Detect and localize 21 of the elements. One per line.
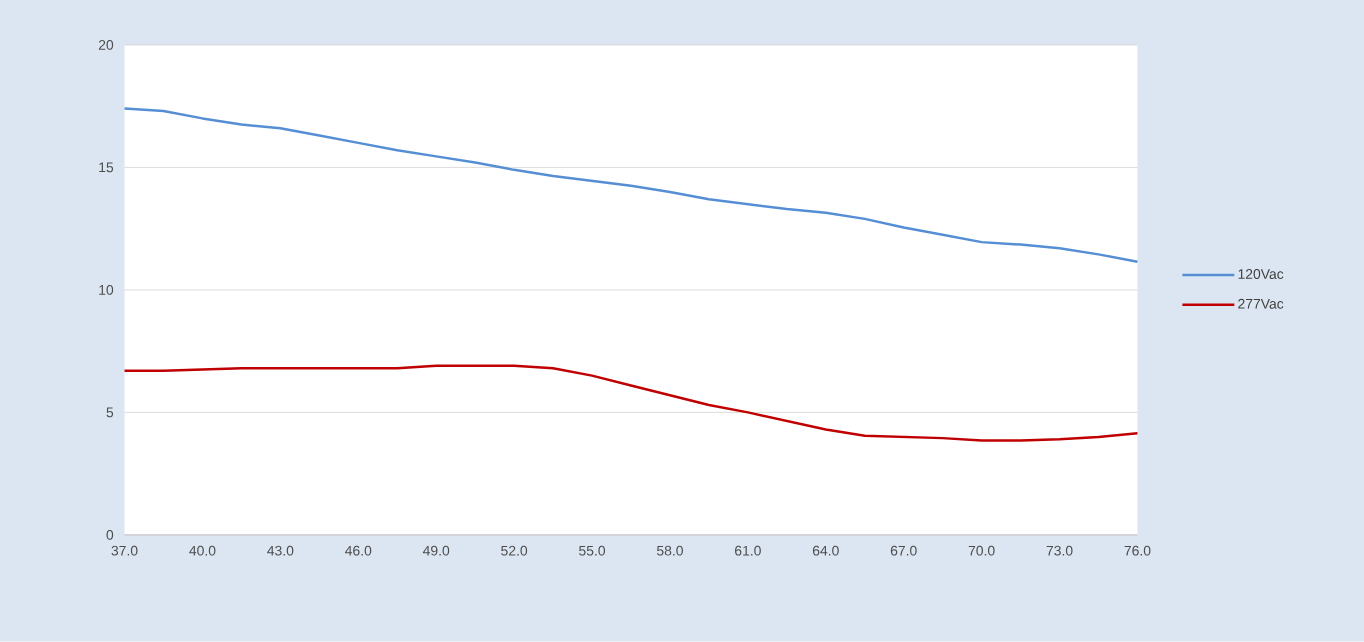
x-tick-label: 61.0 [735,545,761,556]
x-tick-label: 52.0 [501,545,528,556]
y-tick-label: 20 [98,40,114,50]
x-tick-label: 67.0 [890,545,917,556]
x-tick-label: 58.0 [656,545,683,556]
x-tick-label: 40.0 [189,545,216,556]
x-tick-label: 43.0 [267,545,294,556]
y-tick-label: 15 [99,162,114,173]
x-tick-label: 73.0 [1046,545,1073,556]
x-tick-label: 49.0 [422,545,450,556]
legend-label: 277Vac [1238,299,1284,309]
y-tick-label: 0 [106,530,114,540]
y-tick-label: 5 [106,407,114,418]
x-tick-label: 64.0 [812,545,839,556]
x-tick-label: 46.0 [345,545,372,556]
legend-label: 120Vac [1238,269,1284,280]
y-tick-label: 10 [99,285,114,295]
x-tick-label: 76.0 [1124,545,1151,556]
x-tick-label: 37.0 [111,545,138,556]
x-tick-label: 55.0 [579,545,606,556]
x-tick-label: 70.0 [968,545,995,556]
